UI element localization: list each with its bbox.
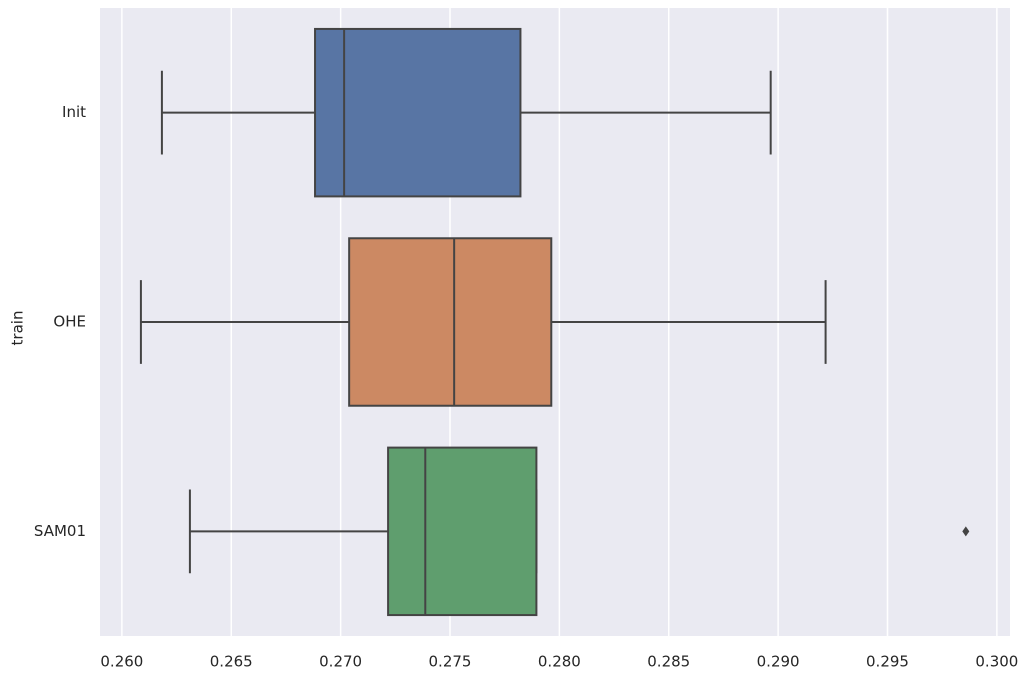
outlier	[962, 526, 970, 537]
y-tick-label: Init	[62, 103, 86, 121]
x-tick-label: 0.280	[538, 653, 581, 671]
x-tick-label: 0.260	[100, 653, 143, 671]
y-axis-label: train	[9, 311, 27, 346]
x-tick-label: 0.295	[866, 653, 909, 671]
x-tick-label: 0.300	[975, 653, 1018, 671]
x-tick-label: 0.285	[647, 653, 690, 671]
x-tick-label: 0.270	[319, 653, 362, 671]
y-tick-label: OHE	[53, 313, 86, 331]
x-tick-label: 0.275	[429, 653, 472, 671]
box	[314, 27, 522, 198]
y-tick-label: SAM01	[34, 522, 86, 540]
box	[387, 446, 538, 617]
x-tick-label: 0.290	[757, 653, 800, 671]
box	[348, 237, 553, 407]
x-tick-label: 0.265	[210, 653, 253, 671]
